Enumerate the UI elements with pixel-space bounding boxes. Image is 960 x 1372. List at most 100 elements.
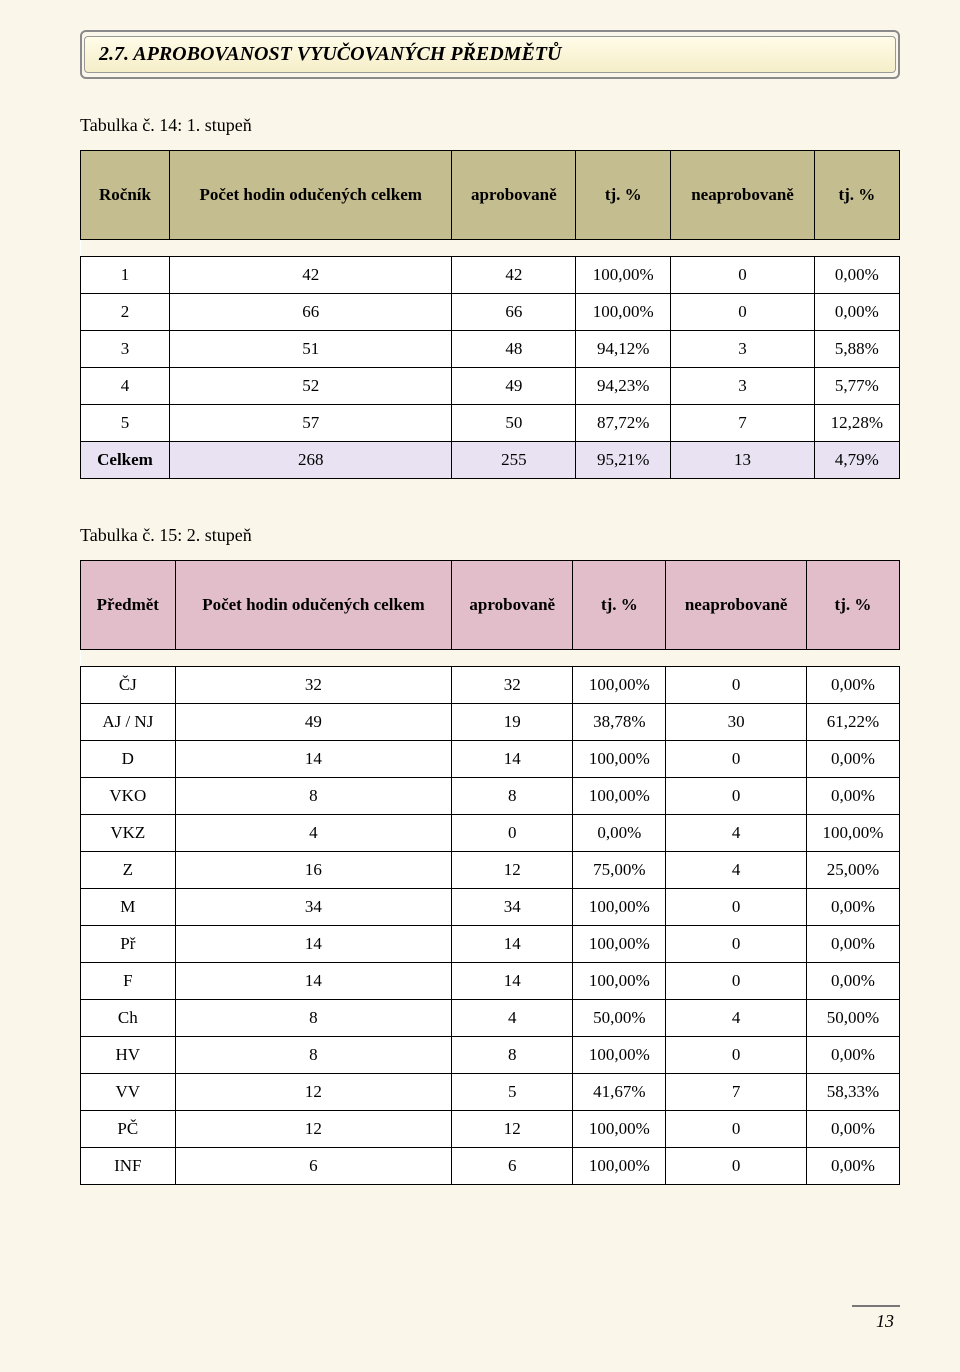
table-cell: 66	[452, 294, 576, 331]
table-cell: 100,00%	[573, 889, 666, 926]
table-cell: 4	[666, 1000, 806, 1037]
table-cell: 0	[666, 667, 806, 704]
table-cell: 100,00%	[573, 1148, 666, 1185]
table-cell: 38,78%	[573, 704, 666, 741]
table-cell: 0	[666, 889, 806, 926]
table-cell: 268	[170, 442, 452, 479]
table-cell: 30	[666, 704, 806, 741]
table-cell: F	[81, 963, 176, 1000]
table-cell: 48	[452, 331, 576, 368]
table-cell: 0,00%	[806, 741, 899, 778]
table1-hdr-c4: neaprobovaně	[671, 151, 814, 240]
table-cell: Ch	[81, 1000, 176, 1037]
table-cell: 8	[175, 1000, 452, 1037]
table-row: 5575087,72%712,28%	[81, 405, 900, 442]
table-row: D1414100,00%00,00%	[81, 741, 900, 778]
table2-hdr-c0: Předmět	[81, 561, 176, 650]
table-cell: 7	[671, 405, 814, 442]
table-cell: 100,00%	[576, 257, 671, 294]
table-cell: 49	[452, 368, 576, 405]
table-cell: 0,00%	[806, 1037, 899, 1074]
table-cell: 100,00%	[573, 667, 666, 704]
table-cell: 14	[452, 926, 573, 963]
table1-hdr-c3: tj. %	[576, 151, 671, 240]
table-cell: 61,22%	[806, 704, 899, 741]
table-cell: 1	[81, 257, 170, 294]
table-cell: Z	[81, 852, 176, 889]
table-cell: 34	[175, 889, 452, 926]
table-cell: 255	[452, 442, 576, 479]
table-cell: VKZ	[81, 815, 176, 852]
table-cell: 0,00%	[806, 778, 899, 815]
table-cell: 13	[671, 442, 814, 479]
table-row: 26666100,00%00,00%	[81, 294, 900, 331]
table2-hdr-c2: aprobovaně	[452, 561, 573, 650]
table-row: VKO88100,00%00,00%	[81, 778, 900, 815]
table-cell: 0	[666, 1148, 806, 1185]
table-cell: D	[81, 741, 176, 778]
table-cell: 8	[452, 778, 573, 815]
table-cell: 4	[666, 852, 806, 889]
table-row: INF66100,00%00,00%	[81, 1148, 900, 1185]
table-cell: 75,00%	[573, 852, 666, 889]
table-cell: 6	[175, 1148, 452, 1185]
table-cell: 0	[671, 294, 814, 331]
table-cell: 0,00%	[806, 1111, 899, 1148]
table-cell: ČJ	[81, 667, 176, 704]
table-cell: 94,12%	[576, 331, 671, 368]
table-cell: 0,00%	[573, 815, 666, 852]
table-cell: 0	[671, 257, 814, 294]
table-cell: 0	[666, 778, 806, 815]
table-cell: 12	[175, 1074, 452, 1111]
table-cell: 8	[452, 1037, 573, 1074]
table1: Ročník Počet hodin odučených celkem apro…	[80, 150, 900, 479]
table-row: 4524994,23%35,77%	[81, 368, 900, 405]
table-cell: 49	[175, 704, 452, 741]
table-cell: 4	[452, 1000, 573, 1037]
table-cell: 16	[175, 852, 452, 889]
table-cell: 19	[452, 704, 573, 741]
table-cell: 87,72%	[576, 405, 671, 442]
table2: Předmět Počet hodin odučených celkem apr…	[80, 560, 900, 1185]
table-cell: 94,23%	[576, 368, 671, 405]
table-cell: 50,00%	[573, 1000, 666, 1037]
table1-hdr-c2: aprobovaně	[452, 151, 576, 240]
table-row: PČ1212100,00%00,00%	[81, 1111, 900, 1148]
table-cell: 12	[452, 1111, 573, 1148]
table-cell: 0,00%	[814, 294, 899, 331]
table-cell: 100,00%	[573, 1037, 666, 1074]
table-cell: 100,00%	[573, 1111, 666, 1148]
table-row: Ch8450,00%450,00%	[81, 1000, 900, 1037]
table2-hdr-c3: tj. %	[573, 561, 666, 650]
table-row: VV12541,67%758,33%	[81, 1074, 900, 1111]
page-number-wrap: 13	[80, 1305, 900, 1332]
table-cell: 8	[175, 778, 452, 815]
table-cell: VKO	[81, 778, 176, 815]
table-cell: 0,00%	[806, 667, 899, 704]
table-cell: Př	[81, 926, 176, 963]
table-row: VKZ400,00%4100,00%	[81, 815, 900, 852]
table-total-row: Celkem26825595,21%134,79%	[81, 442, 900, 479]
table-cell: 32	[452, 667, 573, 704]
table-cell: 5,88%	[814, 331, 899, 368]
table-cell: 41,67%	[573, 1074, 666, 1111]
table-cell: 7	[666, 1074, 806, 1111]
table-cell: 50	[452, 405, 576, 442]
table1-caption: Tabulka č. 14: 1. stupeň	[80, 115, 900, 136]
table-cell: 0	[452, 815, 573, 852]
table-cell: 51	[170, 331, 452, 368]
table-cell: 8	[175, 1037, 452, 1074]
table-cell: 0,00%	[806, 889, 899, 926]
table2-header-row: Předmět Počet hodin odučených celkem apr…	[81, 561, 900, 650]
table-cell: 100,00%	[573, 778, 666, 815]
table-cell: 14	[175, 926, 452, 963]
table-cell: 50,00%	[806, 1000, 899, 1037]
table-cell: 0,00%	[806, 1148, 899, 1185]
table2-hdr-c4: neaprobovaně	[666, 561, 806, 650]
table-cell: 100,00%	[573, 926, 666, 963]
table-cell: 14	[452, 741, 573, 778]
table-cell: 14	[452, 963, 573, 1000]
table-cell: 0,00%	[814, 257, 899, 294]
table-cell: PČ	[81, 1111, 176, 1148]
table-cell: 0	[666, 1111, 806, 1148]
